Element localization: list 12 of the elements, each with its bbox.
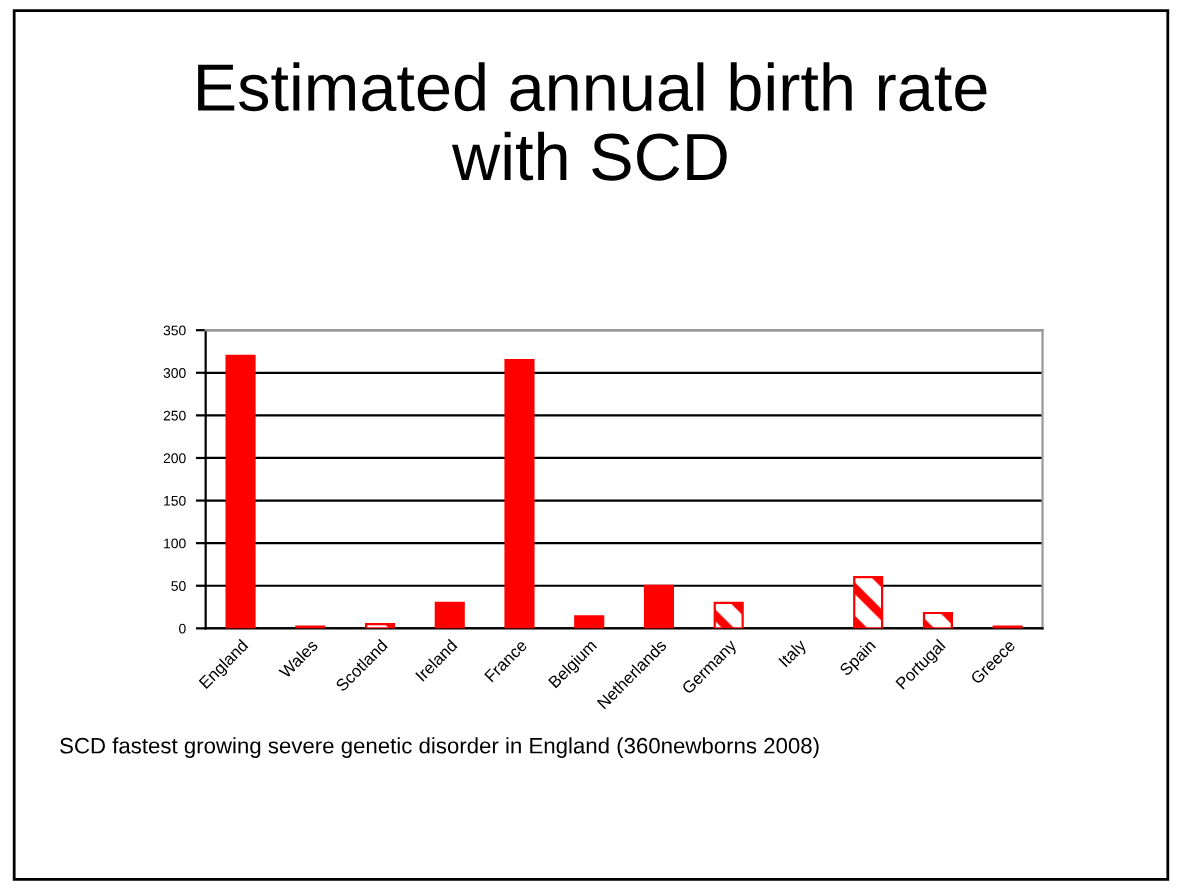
- bar: [434, 601, 465, 629]
- bar: [364, 622, 396, 629]
- chart-title: Estimated annual birth rate with SCD: [198, 62, 987, 181]
- bar: [713, 601, 744, 629]
- bar: [225, 354, 256, 629]
- bar: [504, 358, 535, 629]
- bar: [643, 584, 675, 629]
- bar: [853, 576, 884, 629]
- x-tick-label: Italy: [777, 638, 810, 670]
- text: SCD fastest growing severe genetic disorder in England (360newborns 2008): [60, 737, 819, 758]
- bar: [574, 615, 605, 629]
- bar: [922, 611, 953, 629]
